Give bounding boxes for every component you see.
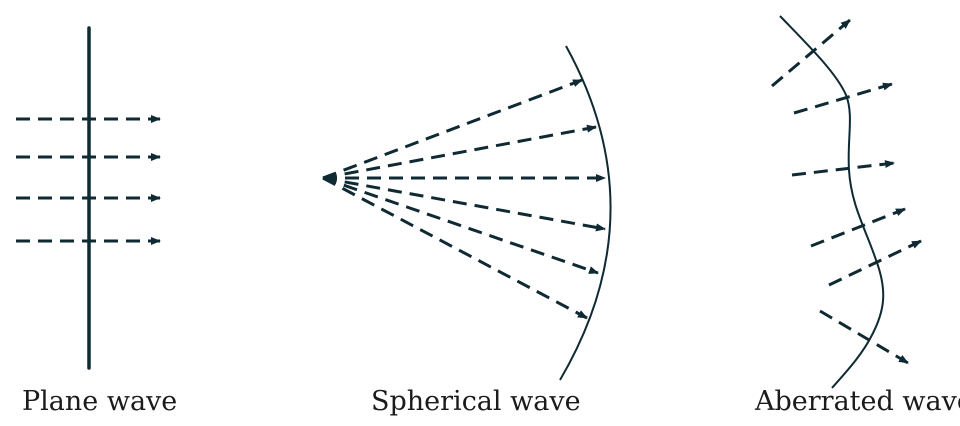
spherical-ray-arrow xyxy=(322,176,606,232)
spherical-ray-arrow xyxy=(322,176,588,320)
spherical-ray-arrow xyxy=(322,124,597,180)
aberrated-wave-caption: Aberrated wave xyxy=(755,386,960,417)
aberrated-ray-arrow xyxy=(810,207,906,248)
aberrated-wave-panel xyxy=(771,15,922,389)
spherical-wave-panel xyxy=(322,45,612,381)
aberrated-wavefront xyxy=(779,15,885,389)
aberrated-ray-arrow xyxy=(793,82,893,115)
aberrated-ray-arrow xyxy=(819,309,909,365)
aberrated-ray-arrow xyxy=(791,160,895,177)
spherical-ray-arrow xyxy=(322,176,599,275)
plane-wave-rays xyxy=(16,115,161,245)
aberrated-ray-arrow xyxy=(771,18,851,88)
spherical-wave-rays xyxy=(322,78,606,320)
spherical-ray-arrow xyxy=(322,78,583,180)
plane-wave-caption: Plane wave xyxy=(22,386,178,417)
plane-wave-panel xyxy=(16,26,161,370)
aberrated-ray-arrow xyxy=(828,239,922,287)
spherical-wave-caption: Spherical wave xyxy=(371,386,581,417)
spherical-wavefront xyxy=(559,45,612,381)
aberrated-wave-rays xyxy=(771,18,922,365)
